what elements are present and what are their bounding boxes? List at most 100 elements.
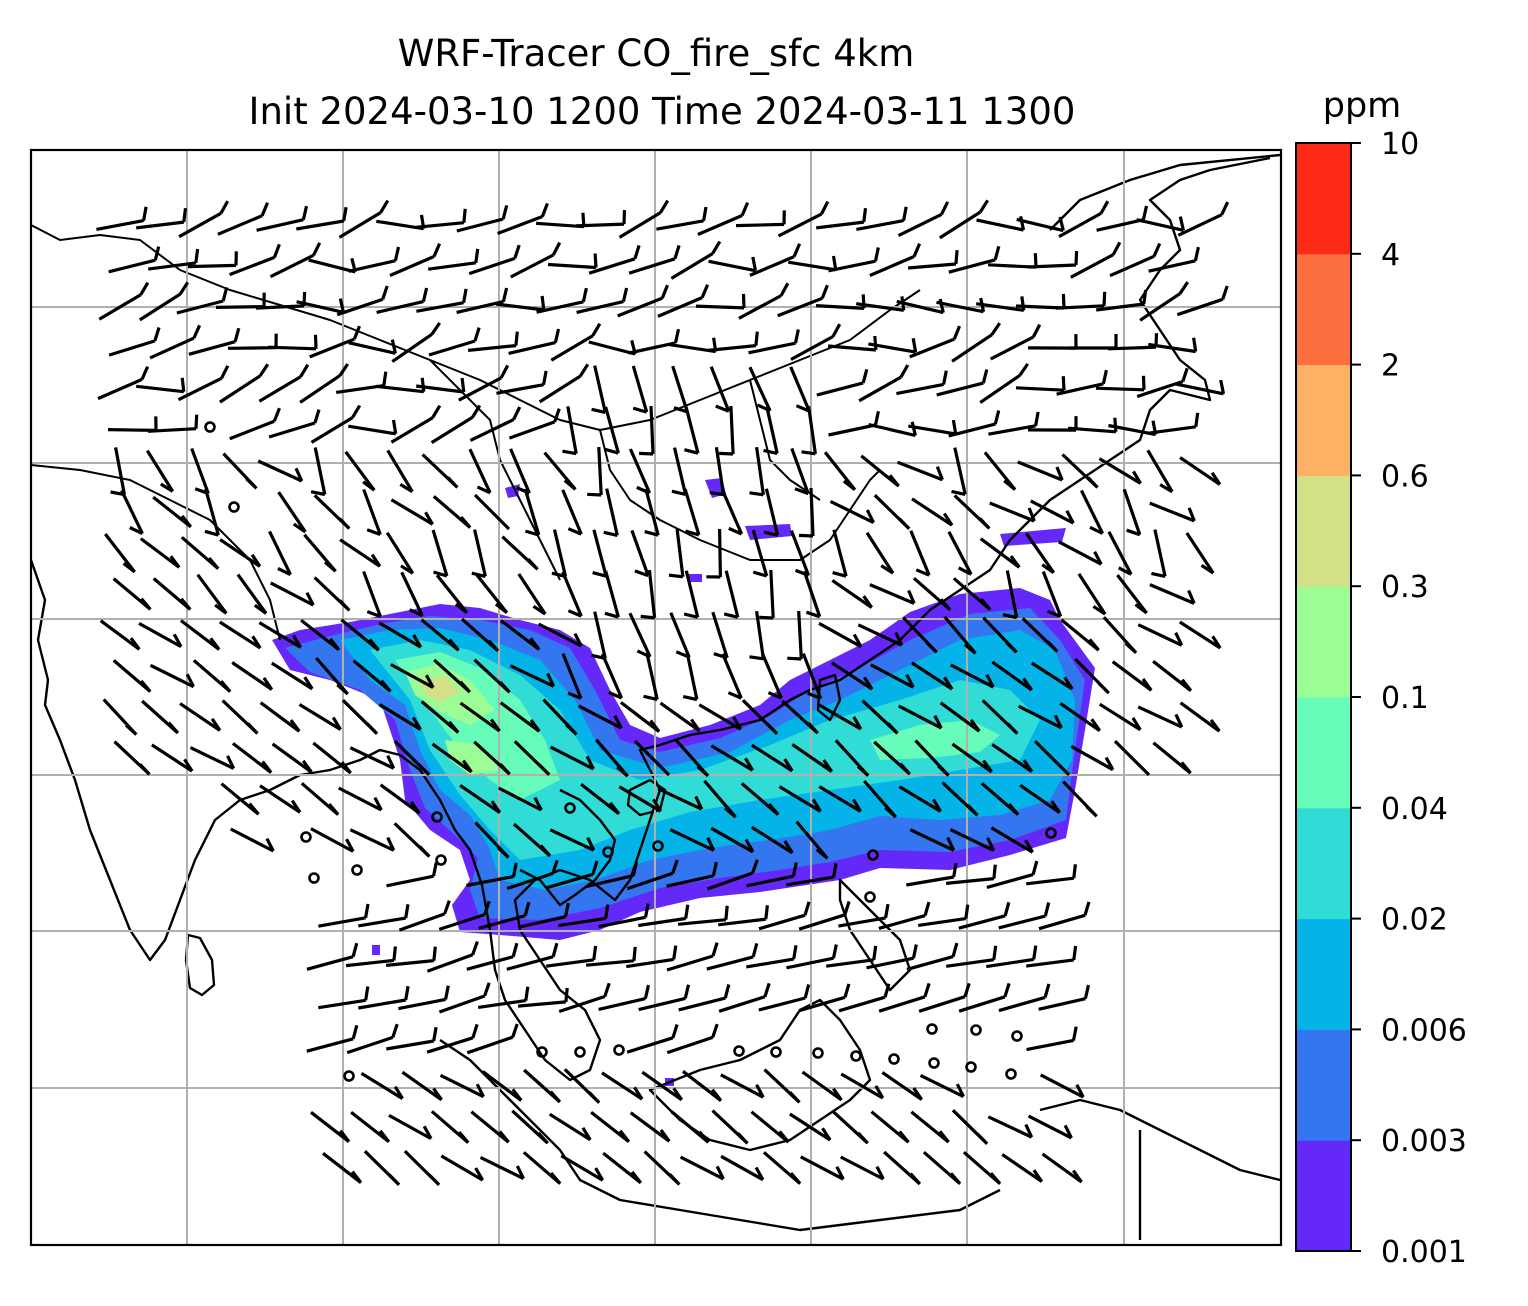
wind-barb <box>1111 660 1153 692</box>
calm-wind-marker <box>536 1046 548 1058</box>
wind-barb <box>909 828 956 852</box>
wind-barb <box>991 660 1033 692</box>
wind-barb <box>735 210 786 228</box>
wind-barb <box>587 446 603 497</box>
wind-barb <box>869 583 916 605</box>
wind-barb <box>393 739 431 777</box>
wind-barb <box>1060 618 1100 652</box>
wind-barb <box>986 860 1039 889</box>
wind-barb <box>511 1109 549 1145</box>
wind-barb <box>906 942 959 971</box>
wind-barb <box>834 739 870 777</box>
wind-barb <box>1149 583 1196 605</box>
wind-barb <box>870 1110 910 1144</box>
wind-barb <box>508 408 561 440</box>
wind-barb <box>897 704 943 730</box>
wind-barb <box>914 739 950 777</box>
calm-wind-marker <box>228 501 240 513</box>
wind-barb <box>378 703 422 731</box>
wind-barb <box>902 616 938 654</box>
wind-barb <box>400 571 424 618</box>
coast-borneo <box>648 998 872 1152</box>
colorbar-swatch <box>1296 364 1351 476</box>
wind-barb <box>798 487 815 538</box>
wind-barb <box>522 1151 562 1185</box>
calm-wind-marker <box>435 854 447 866</box>
wind-barb <box>991 743 1034 773</box>
wind-barb <box>558 904 610 928</box>
calm-wind-marker <box>204 421 216 433</box>
wind-barb <box>838 903 890 928</box>
wind-barb <box>473 658 511 694</box>
wind-barb <box>1095 375 1146 392</box>
wind-barb <box>561 489 583 536</box>
wind-barb <box>303 533 337 573</box>
wind-barb <box>426 1023 479 1054</box>
wind-barb <box>861 699 899 735</box>
wind-barb <box>433 658 471 694</box>
calm-wind-marker <box>733 1045 745 1057</box>
wind-barb <box>643 1150 681 1186</box>
wind-barb <box>1176 379 1226 396</box>
wind-barb <box>458 364 510 402</box>
wind-barb <box>907 249 959 270</box>
colorbar-tick-label: 0.3 <box>1381 570 1429 605</box>
wind-barb <box>345 946 397 968</box>
wind-barb <box>1109 242 1162 278</box>
wind-barb <box>561 653 583 700</box>
wind-barb <box>1152 741 1192 775</box>
wind-barb <box>337 786 383 812</box>
wind-barb <box>987 1115 1034 1139</box>
wind-barb <box>113 740 151 776</box>
wind-barb <box>563 1068 601 1104</box>
wind-barb <box>831 1109 869 1145</box>
wind-barb <box>348 419 398 436</box>
wind-barb <box>236 573 268 615</box>
wind-barb <box>868 421 917 438</box>
wind-barb <box>781 699 819 735</box>
colorbar-swatch <box>1296 475 1351 587</box>
wind-barb <box>389 242 442 277</box>
wind-barb <box>953 494 991 530</box>
wind-barb <box>799 1155 845 1181</box>
wind-barb <box>790 447 810 496</box>
wind-barb <box>1061 453 1099 489</box>
wind-barb <box>949 828 996 852</box>
wind-barb <box>601 1071 644 1101</box>
wind-barb <box>456 287 509 314</box>
wind-barb <box>668 529 685 579</box>
calm-wind-marker <box>351 864 363 876</box>
wind-barb <box>641 1070 684 1102</box>
colorbar-tick-label: 2 <box>1381 349 1400 384</box>
wind-barb <box>674 739 710 778</box>
wind-barb <box>147 414 199 433</box>
wind-barb <box>982 616 1018 654</box>
coast-indochina <box>399 519 1031 1082</box>
wind-barb <box>229 243 281 277</box>
wind-barb <box>1001 1153 1044 1183</box>
wind-barb <box>299 363 350 404</box>
wind-barb <box>386 449 414 493</box>
wind-barb <box>798 983 851 1013</box>
calm-wind-marker <box>926 1023 938 1035</box>
wind-barb <box>513 740 551 776</box>
wind-barb <box>619 701 661 733</box>
wind-barb <box>314 656 350 696</box>
wind-barb <box>1122 488 1142 537</box>
wind-barb <box>750 825 794 855</box>
wind-barb <box>1139 281 1190 322</box>
wind-barb <box>550 322 602 362</box>
wind-barb <box>267 334 318 351</box>
wind-barb <box>517 573 547 616</box>
wind-barb <box>475 574 509 615</box>
wind-barb <box>393 822 431 858</box>
wind-barb <box>350 1110 391 1144</box>
wind-barb <box>1055 291 1107 310</box>
wind-barb <box>910 1110 950 1144</box>
wind-barb <box>897 201 950 238</box>
wind-barb <box>138 621 183 649</box>
wind-barb <box>603 488 619 537</box>
wind-barb <box>177 365 230 402</box>
wind-barb <box>300 618 341 652</box>
wind-barb <box>786 944 838 970</box>
